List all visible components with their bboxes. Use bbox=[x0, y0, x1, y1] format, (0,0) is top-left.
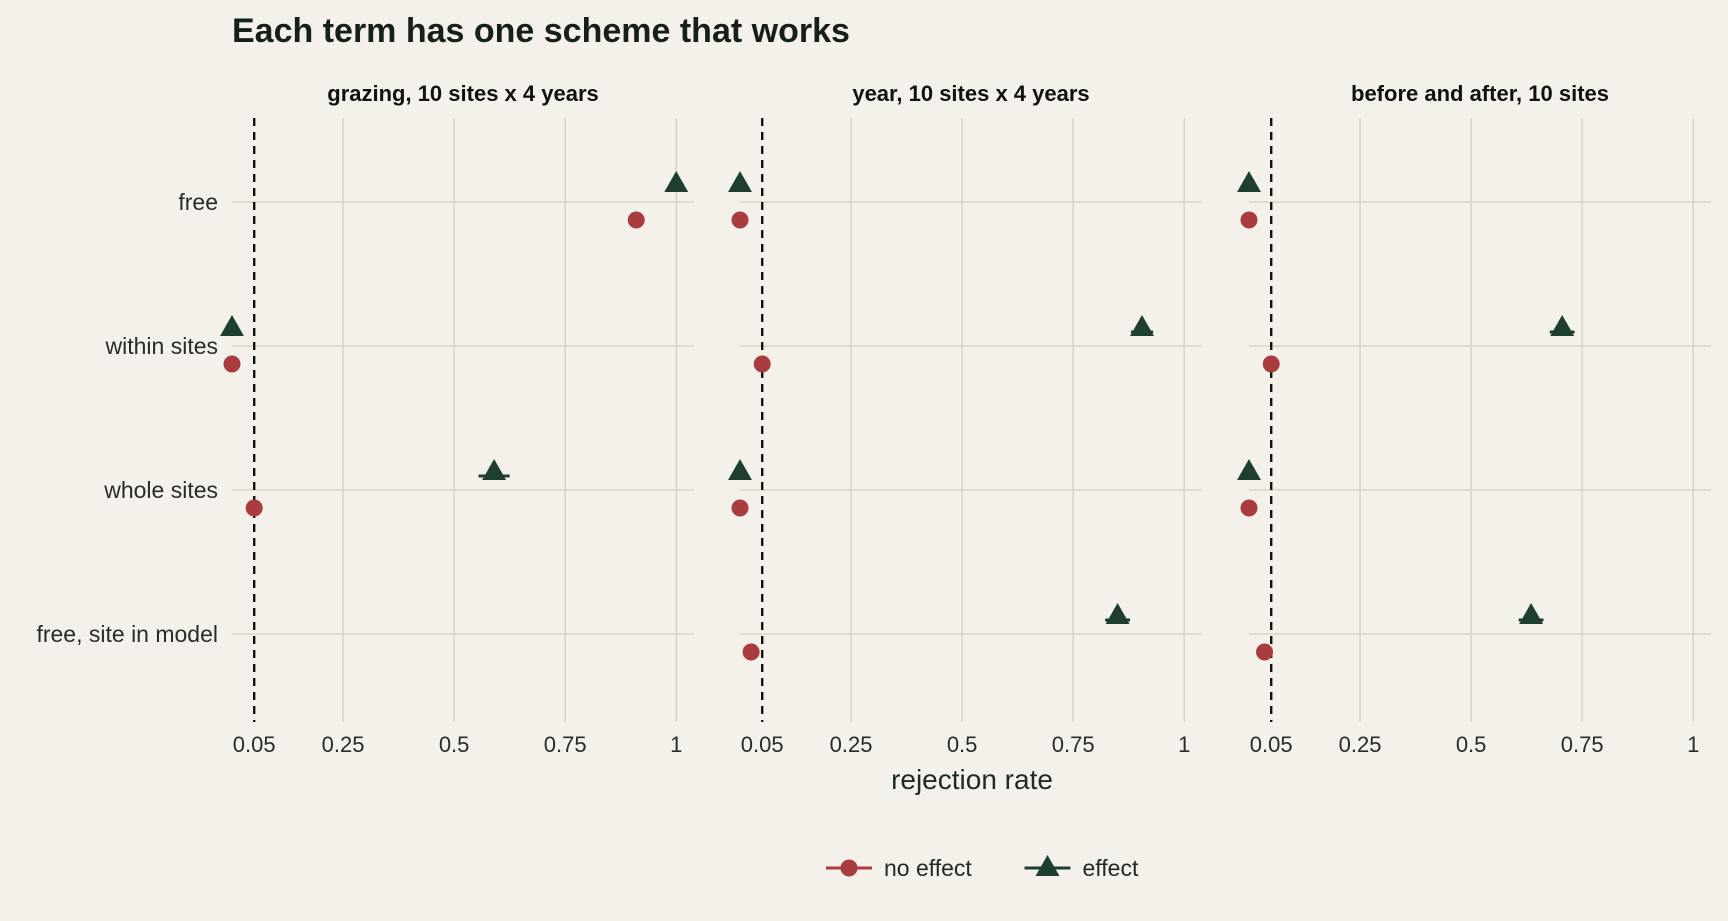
x-tick-label: 0.75 bbox=[544, 732, 587, 757]
x-tick-label: 0.75 bbox=[1561, 732, 1604, 757]
effect-point bbox=[1550, 315, 1575, 337]
effect-point bbox=[728, 171, 752, 193]
x-tick-label: 0.05 bbox=[741, 732, 784, 757]
chart-title: Each term has one scheme that works bbox=[232, 12, 850, 50]
legend-label: effect bbox=[1083, 855, 1139, 881]
x-tick-label: 1 bbox=[670, 732, 682, 757]
legend-label: no effect bbox=[884, 855, 972, 881]
no-effect-point bbox=[731, 211, 749, 229]
facet-title: grazing, 10 sites x 4 years bbox=[327, 81, 599, 106]
x-tick-label: 0.25 bbox=[1339, 732, 1382, 757]
no-effect-point bbox=[1240, 499, 1258, 517]
facet-panel: grazing, 10 sites x 4 years 0.05 0.25 0.5 0.… bbox=[220, 81, 694, 757]
x-tick-label: 0.05 bbox=[1250, 732, 1293, 757]
no-effect-point bbox=[223, 355, 241, 373]
x-tick-label: 0.5 bbox=[947, 732, 978, 757]
effect-point bbox=[1237, 459, 1261, 481]
x-tick-label: 1 bbox=[1178, 732, 1190, 757]
effect-point bbox=[220, 315, 244, 337]
x-tick-label: 1 bbox=[1687, 732, 1699, 757]
y-tick-label: whole sites bbox=[103, 477, 218, 503]
facet-title: before and after, 10 sites bbox=[1351, 81, 1609, 106]
y-tick-label: free, site in model bbox=[36, 621, 218, 647]
effect-point bbox=[1105, 603, 1130, 625]
effect-point bbox=[728, 459, 752, 481]
effect-point bbox=[482, 459, 507, 481]
legend-key-marker bbox=[840, 859, 858, 877]
y-axis-labels: free within sites whole sites free, site in… bbox=[36, 189, 218, 647]
no-effect-point bbox=[1262, 355, 1280, 373]
facet-panels: grazing, 10 sites x 4 years 0.05 0.25 0.5 0.… bbox=[220, 81, 1711, 757]
x-tick-label: 0.05 bbox=[233, 732, 276, 757]
x-tick-label: 0.25 bbox=[830, 732, 873, 757]
effect-point bbox=[1519, 603, 1544, 625]
no-effect-point bbox=[245, 499, 263, 517]
effect-point bbox=[664, 171, 689, 193]
x-tick-label: 0.5 bbox=[1456, 732, 1487, 757]
no-effect-point bbox=[731, 499, 749, 517]
x-tick-label: 0.5 bbox=[439, 732, 470, 757]
x-axis-label: rejection rate bbox=[891, 764, 1053, 795]
x-tick-label: 0.75 bbox=[1052, 732, 1095, 757]
x-tick-label: 0.25 bbox=[322, 732, 365, 757]
effect-point bbox=[1237, 171, 1261, 193]
effect-point bbox=[1130, 315, 1154, 337]
facet-panel: year, 10 sites x 4 years 0.05 0.25 0.5 0.75 1 bbox=[728, 81, 1202, 757]
no-effect-point bbox=[1240, 211, 1258, 229]
y-tick-label: free bbox=[178, 189, 218, 215]
no-effect-point bbox=[753, 355, 771, 373]
facet-panel: before and after, 10 sites 0.05 0.25 0.5 0.7… bbox=[1237, 81, 1711, 757]
y-tick-label: within sites bbox=[105, 333, 218, 359]
facet-title: year, 10 sites x 4 years bbox=[852, 81, 1089, 106]
no-effect-point bbox=[1256, 643, 1274, 661]
legend-key-marker bbox=[1035, 855, 1060, 877]
legend: no effect effect bbox=[826, 855, 1139, 881]
no-effect-point bbox=[627, 211, 645, 229]
no-effect-point bbox=[742, 643, 760, 661]
